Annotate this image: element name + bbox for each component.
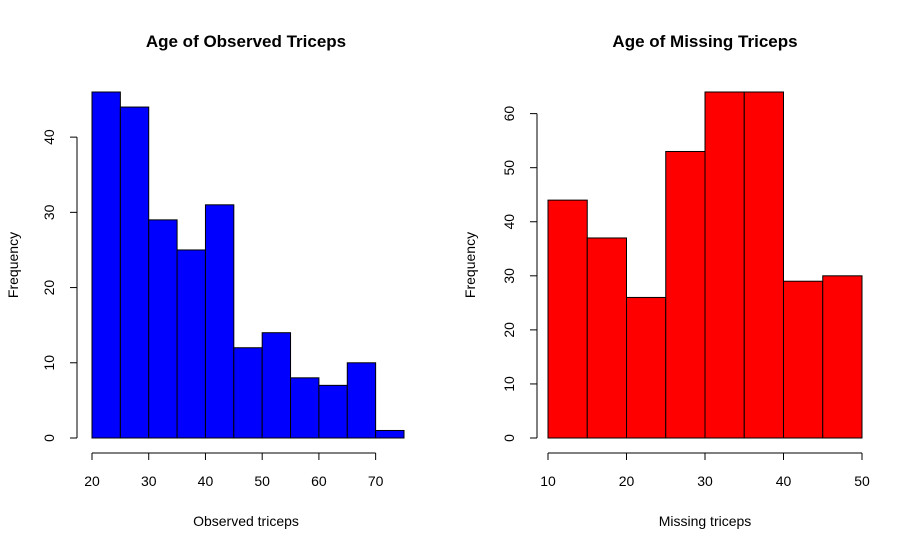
histogram-bar: [261, 332, 292, 439]
x-tick-label: 70: [368, 473, 384, 489]
x-tick-label: 50: [854, 473, 870, 489]
y-tick-label: 40: [41, 129, 57, 145]
histogram-bar: [290, 377, 320, 439]
histogram-bar: [318, 384, 348, 439]
x-tick-label: 30: [697, 473, 713, 489]
histogram-bar: [119, 106, 150, 439]
histogram-bar: [665, 150, 706, 439]
y-axis-label: Frequency: [462, 232, 478, 298]
y-tick-label: 20: [41, 280, 57, 296]
x-tick-label: 10: [540, 473, 556, 489]
y-tick-label: 50: [501, 160, 517, 176]
y-tick-label: 0: [501, 434, 517, 442]
histogram-bar: [743, 91, 784, 439]
x-tick-label: 20: [619, 473, 635, 489]
histogram-bar: [176, 249, 206, 439]
y-tick-label: 40: [501, 214, 517, 230]
histogram-bar: [346, 362, 377, 439]
histogram-bar: [547, 199, 588, 439]
x-tick-label: 60: [311, 473, 327, 489]
x-tick-label: 30: [141, 473, 157, 489]
x-tick-label: 40: [198, 473, 214, 489]
x-tick-label: 20: [84, 473, 100, 489]
x-axis-label: Missing triceps: [659, 513, 752, 529]
y-tick-label: 0: [41, 434, 57, 442]
histogram-bar: [233, 347, 263, 439]
x-tick-label: 40: [776, 473, 792, 489]
y-tick-label: 20: [501, 322, 517, 338]
y-tick-label: 30: [501, 268, 517, 284]
chart-title: Age of Observed Triceps: [146, 32, 346, 51]
x-tick-label: 50: [254, 473, 270, 489]
histogram-bar: [148, 219, 178, 439]
histogram-bar: [375, 429, 405, 439]
y-tick-label: 60: [501, 106, 517, 122]
y-tick-label: 10: [501, 376, 517, 392]
histogram-bar: [91, 91, 121, 439]
x-axis-label: Observed triceps: [193, 513, 299, 529]
histogram-bar: [586, 237, 627, 439]
histogram-bar: [626, 296, 667, 439]
y-tick-label: 30: [41, 204, 57, 220]
histogram-bar: [783, 280, 824, 439]
y-tick-label: 10: [41, 355, 57, 371]
histogram-bar: [204, 204, 235, 439]
histogram-bar: [704, 91, 745, 439]
y-axis-label: Frequency: [5, 232, 21, 298]
chart-title: Age of Missing Triceps: [612, 32, 797, 51]
histogram-bar: [822, 275, 863, 439]
